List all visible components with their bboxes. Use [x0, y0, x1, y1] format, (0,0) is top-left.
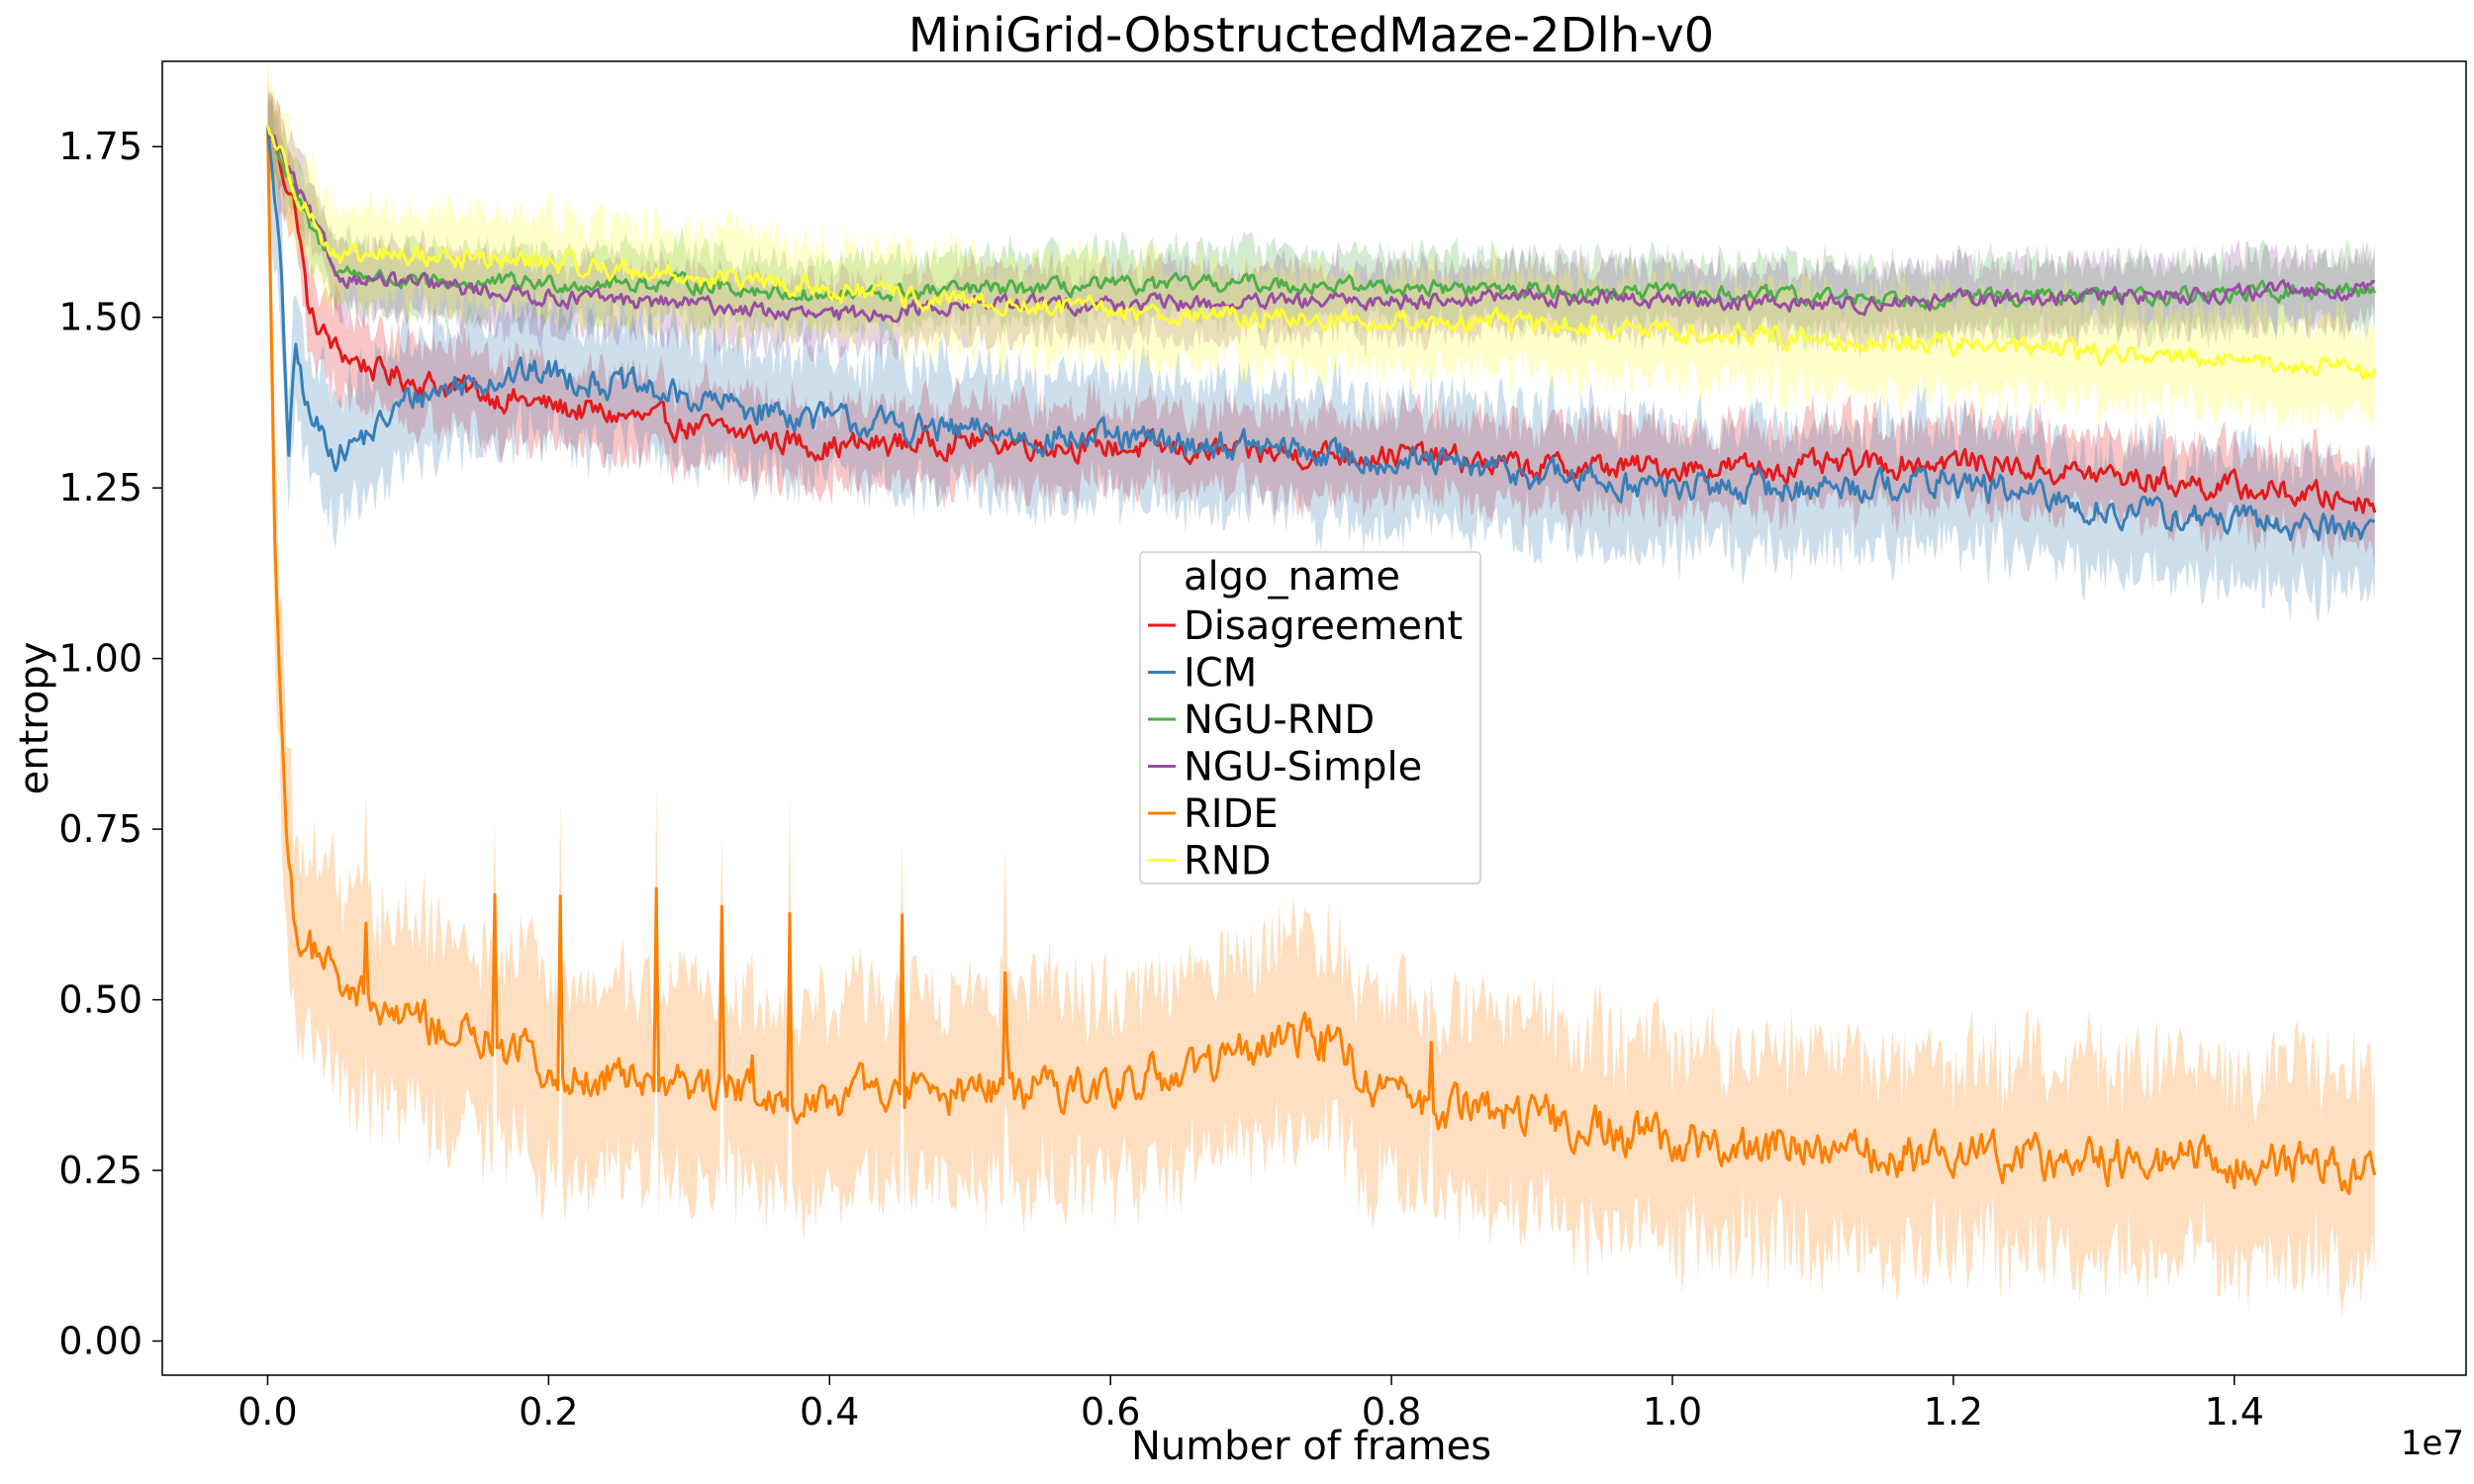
legend-title: algo_name — [1184, 554, 1400, 600]
y-tick-label: 0.25 — [58, 1149, 143, 1192]
chart-title: MiniGrid-ObstructedMaze-2Dlh-v0 — [908, 8, 1714, 63]
x-axis-offset: 1e7 — [2401, 1424, 2464, 1463]
legend-box — [1139, 551, 1481, 884]
series-lines — [266, 126, 2377, 1195]
legend: algo_name DisagreementICMNGU-RNDNGU-Simp… — [1139, 551, 1481, 884]
legend-label: RND — [1184, 839, 1272, 884]
x-tick-label: 0.6 — [1081, 1390, 1140, 1434]
series-line-ride — [266, 126, 2377, 1195]
y-tick-label: 1.25 — [58, 466, 143, 510]
y-tick-label: 0.50 — [58, 978, 143, 1022]
x-tick-label: 1.4 — [2205, 1390, 2264, 1434]
series-line-disagreement — [266, 126, 2377, 514]
series-line-rnd — [266, 126, 2377, 381]
x-axis: 0.0 0.2 0.4 0.6 0.8 1.0 1.2 1.4 — [238, 1375, 2264, 1434]
legend-label: NGU-Simple — [1184, 745, 1422, 790]
legend-label: NGU-RND — [1184, 697, 1375, 743]
y-tick-label: 0.00 — [58, 1320, 143, 1363]
y-tick-label: 0.75 — [58, 807, 143, 851]
x-tick-label: 1.0 — [1643, 1390, 1702, 1434]
x-tick-label: 0.2 — [519, 1390, 578, 1434]
y-tick-label: 1.00 — [58, 637, 143, 681]
band-ride — [267, 50, 2375, 1318]
x-tick-label: 1.2 — [1924, 1390, 1983, 1434]
y-axis-label: entropy — [12, 642, 57, 795]
legend-label: ICM — [1184, 651, 1257, 696]
band-ngu-rnd — [267, 89, 2375, 352]
y-tick-label: 1.75 — [58, 125, 143, 168]
series-line-ngu-simple — [266, 126, 2376, 324]
x-tick-label: 0.0 — [238, 1390, 297, 1434]
x-tick-label: 0.4 — [800, 1390, 859, 1434]
series-line-icm — [266, 126, 2376, 542]
x-axis-label: Number of frames — [1131, 1424, 1491, 1469]
plot-area-frame — [161, 60, 2467, 1376]
y-tick-label: 1.50 — [58, 296, 143, 339]
legend-label: Disagreement — [1184, 603, 1463, 649]
y-axis: 0.00 0.25 0.50 0.75 1.00 1.25 1.50 1.75 — [58, 125, 162, 1363]
x-tick-label: 0.8 — [1362, 1390, 1421, 1434]
legend-label: RIDE — [1184, 791, 1279, 837]
